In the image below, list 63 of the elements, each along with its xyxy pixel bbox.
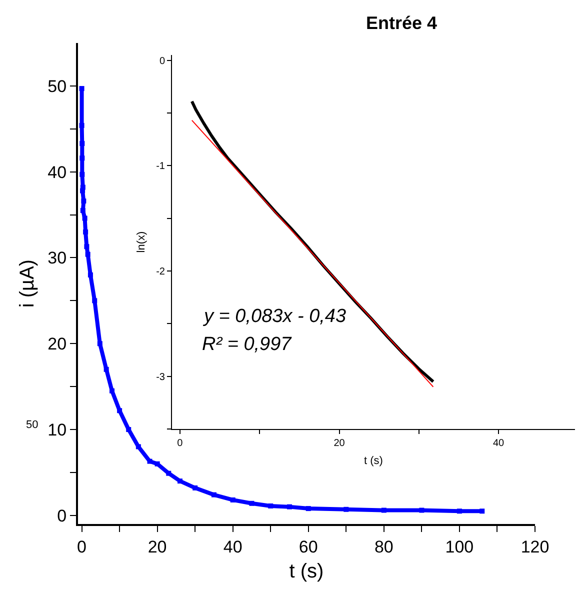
point <box>126 427 132 432</box>
annotation: y = 0,083x - 0,43 <box>202 306 346 327</box>
y-tick-label: 0 <box>57 506 67 526</box>
point <box>136 444 141 450</box>
y-tick-label: -2 <box>156 266 166 278</box>
point <box>83 229 88 234</box>
x-tick-label: 20 <box>334 438 346 449</box>
y-axis-title: ln(x) <box>136 231 148 253</box>
point <box>381 508 386 513</box>
y-tick-label: 0 <box>159 56 166 67</box>
y-tick-label: 30 <box>48 248 67 268</box>
point <box>109 388 114 394</box>
x-tick-label: 80 <box>374 537 394 556</box>
point <box>177 478 182 484</box>
y-tick-label: 40 <box>48 162 67 182</box>
point <box>84 244 90 250</box>
point <box>81 198 86 204</box>
y-tick-label: -1 <box>156 161 166 172</box>
x-tick-label: 60 <box>298 537 318 556</box>
point <box>230 497 236 502</box>
point <box>80 208 86 213</box>
point <box>192 485 198 490</box>
point <box>211 492 216 498</box>
x-tick-label: 40 <box>492 438 505 449</box>
point <box>80 188 86 194</box>
y-axis-title: i (µA) <box>16 259 39 308</box>
point <box>117 408 122 414</box>
point <box>268 503 274 508</box>
point <box>97 341 102 346</box>
point <box>306 506 311 512</box>
y-tick-label: -3 <box>156 372 166 383</box>
point <box>104 366 109 372</box>
x-tick-label: 0 <box>177 438 184 449</box>
x-axis-title: t (s) <box>289 560 324 582</box>
x-axis-title: t (s) <box>364 455 383 468</box>
point <box>154 461 160 466</box>
point <box>82 216 88 221</box>
point <box>456 508 462 514</box>
point <box>80 172 85 177</box>
text: 50 <box>26 419 38 431</box>
point <box>92 298 98 304</box>
x-tick-label: 40 <box>223 537 242 556</box>
point <box>85 252 90 257</box>
point <box>287 504 292 510</box>
point <box>249 500 254 506</box>
annotation: R² = 0,997 <box>202 334 293 355</box>
point <box>166 470 172 476</box>
point <box>147 458 152 464</box>
x-tick-label: 100 <box>445 537 474 556</box>
point <box>80 140 85 146</box>
y-tick-label: 50 <box>48 76 67 96</box>
point <box>79 122 84 128</box>
point <box>419 508 424 513</box>
point <box>79 86 84 92</box>
y-tick-label: 20 <box>48 334 67 354</box>
x-tick-label: 120 <box>520 537 550 556</box>
point <box>480 508 485 514</box>
point <box>80 156 85 161</box>
x-tick-label: 0 <box>77 537 87 556</box>
chart-title: Entrée 4 <box>366 13 438 33</box>
point <box>88 272 93 278</box>
y-tick-label: 10 <box>48 420 67 440</box>
point <box>344 506 349 512</box>
